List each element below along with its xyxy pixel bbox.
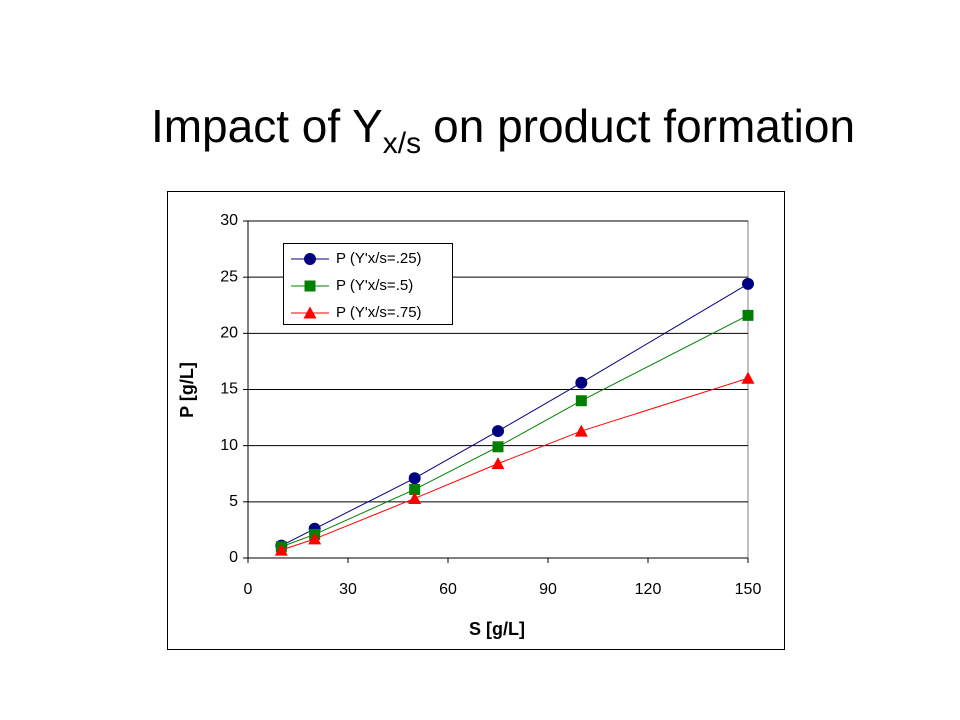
marker [308, 532, 322, 545]
marker [408, 472, 421, 485]
marker [274, 543, 288, 556]
marker [491, 457, 505, 470]
x-axis-label: S [g/L] [469, 619, 525, 639]
x-tick-label: 90 [539, 581, 557, 598]
marker [574, 424, 588, 437]
marker [575, 395, 587, 407]
marker [408, 491, 422, 504]
series-line [281, 314, 749, 548]
y-tick-label: 5 [229, 493, 238, 510]
marker [575, 376, 588, 389]
y-tick-label: 25 [220, 268, 238, 285]
marker [304, 253, 316, 265]
slide-title: Impact of Yx/s on product formation [151, 100, 855, 160]
title-subscript: x/s [383, 127, 421, 160]
marker [409, 483, 421, 495]
legend-label: P (Y'x/s=.75) [336, 304, 422, 321]
marker [741, 371, 755, 384]
x-tick-label: 0 [244, 581, 253, 598]
title-rest: on product formation [433, 100, 855, 152]
y-tick-label: 15 [220, 381, 238, 398]
marker [492, 425, 504, 438]
x-tick-label: 150 [735, 581, 762, 598]
marker [304, 280, 316, 292]
legend-label: P (Y'x/s=.5) [336, 277, 413, 294]
y-tick-label: 30 [220, 212, 238, 229]
marker [742, 309, 754, 321]
y-tick-label: 20 [220, 325, 238, 342]
y-tick-label: 10 [220, 437, 238, 454]
x-tick-label: 60 [439, 581, 457, 598]
marker [742, 277, 754, 290]
series-line [281, 377, 749, 551]
marker [492, 441, 504, 453]
y-tick-label: 0 [229, 549, 238, 566]
title-main: Impact of Y [151, 100, 383, 152]
series-line [281, 283, 749, 547]
marker [303, 306, 317, 319]
y-axis-label: P [g/L] [177, 362, 197, 418]
x-tick-label: 30 [339, 581, 357, 598]
x-tick-label: 120 [635, 581, 662, 598]
legend-label: P (Y'x/s=.25) [336, 250, 422, 267]
